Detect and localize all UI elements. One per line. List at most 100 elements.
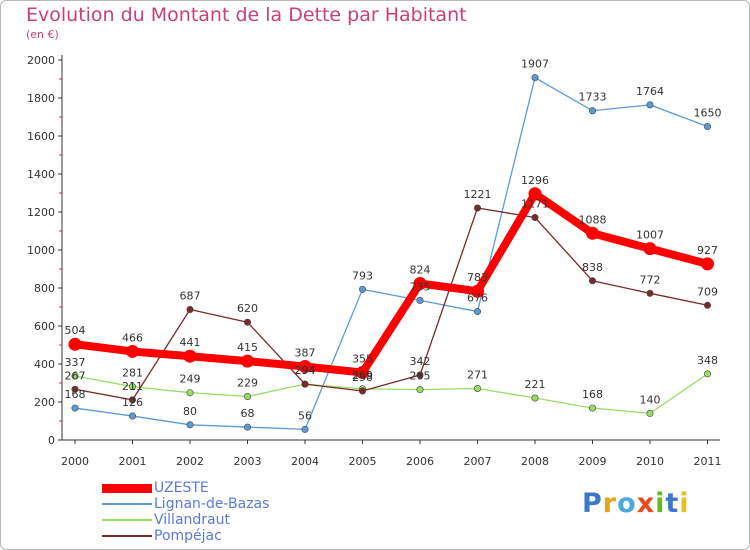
data-label-pompejac: 772 bbox=[640, 273, 661, 286]
data-label-villandraut: 337 bbox=[65, 356, 86, 369]
y-tick-label: 1200 bbox=[27, 206, 55, 219]
chart-subtitle: (en €) bbox=[26, 28, 59, 41]
data-label-uzeste: 441 bbox=[180, 336, 201, 349]
data-label-uzeste: 504 bbox=[65, 324, 86, 337]
x-tick-label: 2006 bbox=[406, 455, 434, 468]
data-label-lignan-de-bazas: 168 bbox=[65, 388, 86, 401]
data-point-uzeste bbox=[241, 354, 254, 368]
series-line-pompejac bbox=[74, 207, 709, 401]
data-label-villandraut: 229 bbox=[237, 376, 258, 389]
y-tick-label: 600 bbox=[34, 320, 55, 333]
data-label-pompejac: 687 bbox=[180, 289, 201, 302]
data-point-uzeste bbox=[413, 276, 427, 290]
y-tick-label: 400 bbox=[34, 358, 55, 371]
data-point-pompejac bbox=[71, 385, 79, 393]
legend-label-uzeste: UZESTE bbox=[154, 480, 209, 496]
data-labels: 168 126 80 68 56 793 735 676 1907 1733 1764 1650 337… bbox=[65, 58, 722, 423]
logo-letter: t bbox=[665, 488, 680, 519]
data-label-lignan-de-bazas: 56 bbox=[298, 409, 312, 422]
data-label-uzeste: 783 bbox=[467, 271, 488, 284]
data-point-lignan-de-bazas bbox=[71, 404, 79, 412]
series-layer bbox=[68, 74, 714, 433]
data-point-uzeste bbox=[701, 257, 714, 271]
legend-swatch-lignan-de-bazas bbox=[102, 503, 152, 505]
data-point-pompejac bbox=[588, 277, 596, 285]
data-label-uzeste: 355 bbox=[352, 353, 373, 366]
legend-item-lignan-de-bazas: Lignan-de-Bazas bbox=[102, 496, 269, 512]
logo-letter: P bbox=[582, 488, 603, 519]
y-tick-label: 1000 bbox=[27, 244, 55, 257]
logo-letter: x bbox=[636, 488, 656, 519]
legend-label-lignan-de-bazas: Lignan-de-Bazas bbox=[154, 496, 270, 512]
logo-letter: o bbox=[617, 488, 637, 519]
logo-letter: i bbox=[655, 488, 666, 519]
legend-label-villandraut: Villandraut bbox=[154, 512, 230, 528]
data-label-pompejac: 211 bbox=[122, 380, 143, 393]
data-label-villandraut: 249 bbox=[180, 373, 201, 386]
data-label-villandraut: 265 bbox=[410, 370, 431, 383]
data-label-villandraut: 221 bbox=[525, 378, 546, 391]
data-point-pompejac bbox=[244, 318, 252, 326]
data-label-uzeste: 1088 bbox=[579, 213, 607, 226]
data-label-uzeste: 824 bbox=[410, 263, 431, 276]
data-point-lignan-de-bazas bbox=[244, 423, 252, 431]
data-point-lignan-de-bazas bbox=[646, 101, 654, 109]
data-label-lignan-de-bazas: 1764 bbox=[636, 85, 664, 98]
data-point-villandraut bbox=[531, 394, 539, 402]
data-point-pompejac bbox=[358, 387, 366, 395]
data-label-villandraut: 271 bbox=[467, 369, 488, 382]
data-point-lignan-de-bazas bbox=[186, 421, 194, 429]
legend-swatch-villandraut bbox=[102, 519, 152, 521]
data-label-uzeste: 927 bbox=[697, 244, 718, 257]
data-label-villandraut: 348 bbox=[697, 354, 718, 367]
y-tick-label: 0 bbox=[48, 434, 55, 447]
data-label-lignan-de-bazas: 735 bbox=[410, 280, 431, 293]
data-label-pompejac: 620 bbox=[237, 302, 258, 315]
data-point-lignan-de-bazas bbox=[588, 107, 596, 115]
data-point-pompejac bbox=[301, 380, 309, 388]
x-tick-label: 2004 bbox=[291, 455, 319, 468]
x-tick-label: 2008 bbox=[521, 455, 549, 468]
x-tick-label: 2000 bbox=[61, 455, 89, 468]
data-point-villandraut bbox=[416, 386, 424, 394]
data-label-uzeste: 466 bbox=[122, 331, 143, 344]
data-point-uzeste bbox=[471, 284, 484, 298]
y-tick-label: 1800 bbox=[27, 92, 55, 105]
data-point-uzeste bbox=[643, 242, 657, 256]
data-point-uzeste bbox=[298, 359, 312, 373]
data-label-lignan-de-bazas: 126 bbox=[122, 396, 143, 409]
data-label-lignan-de-bazas: 80 bbox=[183, 405, 197, 418]
data-label-uzeste: 1007 bbox=[636, 229, 664, 242]
data-point-lignan-de-bazas bbox=[473, 308, 481, 316]
data-point-lignan-de-bazas bbox=[703, 123, 711, 131]
legend-swatch-uzeste bbox=[102, 483, 152, 493]
data-point-pompejac bbox=[186, 305, 194, 313]
data-label-uzeste: 415 bbox=[237, 341, 258, 354]
legend: UZESTE Lignan-de-Bazas Villandraut Pompé… bbox=[102, 480, 269, 544]
data-label-pompejac: 838 bbox=[582, 261, 603, 274]
data-label-lignan-de-bazas: 676 bbox=[467, 292, 488, 305]
data-label-uzeste: 387 bbox=[295, 346, 316, 359]
axes: 0 200 400 600 800 1000 1200 1400 1600 1800 2000 200… bbox=[27, 54, 722, 468]
y-tick-label: 2000 bbox=[27, 54, 55, 67]
data-point-villandraut bbox=[588, 404, 596, 412]
y-tick-label: 800 bbox=[34, 282, 55, 295]
legend-item-villandraut: Villandraut bbox=[102, 512, 269, 528]
data-label-villandraut: 294 bbox=[295, 364, 316, 377]
legend-swatch-pompejac bbox=[102, 535, 152, 537]
data-point-villandraut bbox=[473, 385, 481, 393]
data-label-lignan-de-bazas: 1650 bbox=[694, 107, 722, 120]
logo-letter: i bbox=[679, 488, 690, 519]
data-point-villandraut bbox=[71, 372, 79, 380]
x-tick-label: 2010 bbox=[636, 455, 664, 468]
data-point-lignan-de-bazas bbox=[301, 425, 309, 433]
data-label-lignan-de-bazas: 1733 bbox=[579, 91, 607, 104]
data-point-villandraut bbox=[646, 409, 654, 417]
data-label-pompejac: 267 bbox=[65, 369, 86, 382]
data-label-villandraut: 168 bbox=[582, 388, 603, 401]
data-point-uzeste bbox=[528, 187, 542, 201]
data-point-lignan-de-bazas bbox=[531, 74, 539, 82]
data-point-uzeste bbox=[68, 337, 82, 351]
x-tick-label: 2009 bbox=[579, 455, 607, 468]
